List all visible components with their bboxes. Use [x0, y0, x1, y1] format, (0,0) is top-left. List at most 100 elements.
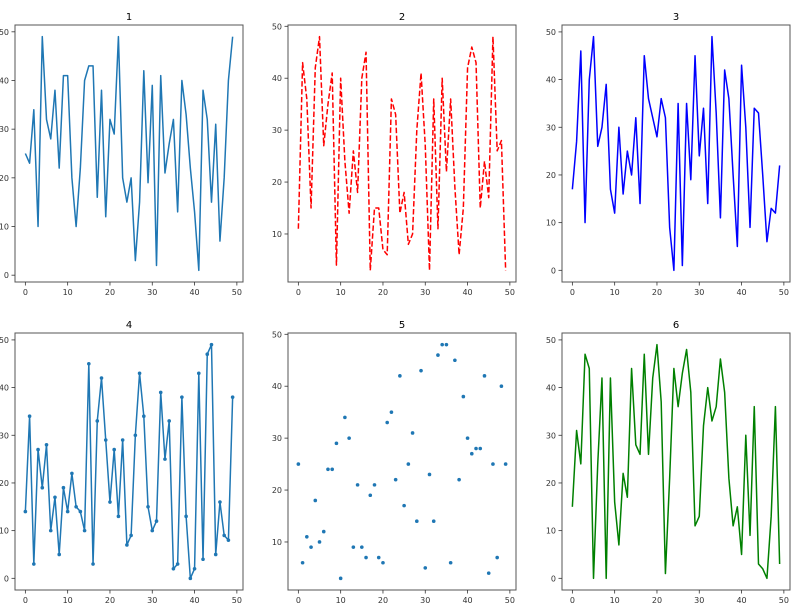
data-point: [423, 566, 428, 570]
data-point: [171, 566, 176, 571]
data-point: [23, 509, 28, 514]
y-tick-label: 50: [272, 22, 282, 31]
data-point: [300, 560, 305, 565]
axes-frame: [14, 332, 244, 591]
data-point: [129, 533, 133, 538]
data-point: [40, 485, 45, 490]
y-tick-label: 50: [272, 330, 282, 339]
data-point: [376, 555, 381, 560]
data-point: [222, 533, 226, 538]
subplot-title: 2: [399, 12, 405, 23]
x-tick-label: 30: [694, 288, 704, 297]
data-point: [372, 483, 377, 487]
y-tick-label: 10: [272, 538, 282, 547]
data-point: [65, 509, 70, 514]
x-tick-label: 10: [610, 288, 620, 297]
y-tick-label: 0: [4, 271, 9, 280]
data-point: [99, 376, 104, 380]
data-point: [393, 477, 398, 482]
data-line: [24, 35, 234, 272]
data-point: [188, 576, 193, 581]
data-point: [137, 371, 142, 376]
subplot-title: 3: [673, 12, 679, 23]
data-point: [444, 342, 449, 347]
data-point: [154, 519, 159, 523]
data-point: [431, 519, 436, 524]
axes-frame: [561, 332, 791, 591]
data-point: [410, 431, 415, 435]
subplot-title: 1: [126, 12, 132, 23]
data-point: [87, 361, 91, 366]
x-tick-label: 50: [779, 288, 789, 297]
data-point: [321, 529, 326, 534]
data-point: [317, 540, 322, 544]
y-tick-label: 30: [0, 431, 9, 440]
x-tick-label: 10: [63, 288, 73, 297]
data-point: [330, 467, 335, 472]
data-point: [70, 471, 74, 476]
data-line: [297, 35, 507, 272]
data-point: [461, 394, 466, 399]
data-point: [142, 414, 146, 419]
data-point: [482, 374, 487, 378]
plot-data: [571, 35, 781, 272]
axes-frame: [14, 24, 244, 283]
data-point: [499, 384, 504, 389]
axes-frame: [561, 24, 791, 283]
x-tick-label: 40: [736, 288, 746, 297]
data-point: [364, 555, 368, 560]
x-tick-label: 50: [505, 288, 515, 297]
data-point: [150, 528, 155, 533]
x-tick-label: 20: [378, 596, 388, 605]
data-point: [343, 415, 347, 420]
y-tick-label: 50: [546, 336, 556, 345]
x-tick-label: 50: [232, 596, 242, 605]
data-point: [381, 560, 385, 565]
y-tick-label: 30: [546, 123, 556, 132]
y-tick-label: 0: [4, 574, 9, 583]
data-point: [415, 519, 419, 524]
data-point: [478, 446, 483, 451]
x-tick-label: 20: [105, 596, 115, 605]
data-point: [457, 477, 461, 482]
x-tick-label: 0: [570, 288, 575, 297]
data-point: [495, 555, 499, 560]
data-point: [226, 538, 231, 542]
x-tick-label: 50: [505, 596, 515, 605]
data-point: [360, 545, 364, 549]
subplot-6: 6 0 10 20 30 40 50 0 10 20 30 40 50: [546, 320, 791, 605]
data-point: [36, 447, 40, 452]
plot-data: [297, 35, 507, 272]
data-point: [205, 352, 210, 357]
data-point: [436, 353, 440, 357]
data-point: [398, 374, 402, 378]
x-tick-label: 10: [610, 596, 620, 605]
y-tick-label: 20: [272, 178, 282, 187]
y-tick-label: 10: [546, 527, 556, 536]
x-tick-label: 10: [336, 288, 346, 297]
data-point: [192, 566, 197, 571]
x-tick-label: 0: [296, 596, 301, 605]
data-point: [440, 342, 444, 347]
x-tick-label: 30: [147, 596, 157, 605]
plot-data: [24, 35, 234, 272]
x-tick-label: 20: [652, 288, 662, 297]
data-point: [351, 545, 356, 549]
data-point: [230, 395, 235, 399]
x-tick-label: 40: [189, 288, 199, 297]
x-tick-label: 0: [23, 596, 28, 605]
y-tick-label: 30: [272, 126, 282, 135]
y-tick-label: 20: [0, 174, 9, 183]
data-point: [474, 446, 478, 451]
y-tick-label: 30: [546, 431, 556, 440]
y-tick-label: 10: [272, 230, 282, 239]
data-point: [201, 557, 205, 562]
data-point: [53, 495, 57, 500]
plot-data: [23, 342, 235, 581]
data-point: [95, 419, 100, 423]
data-point: [296, 462, 301, 466]
data-point: [355, 483, 360, 487]
x-tick-label: 0: [570, 596, 575, 605]
